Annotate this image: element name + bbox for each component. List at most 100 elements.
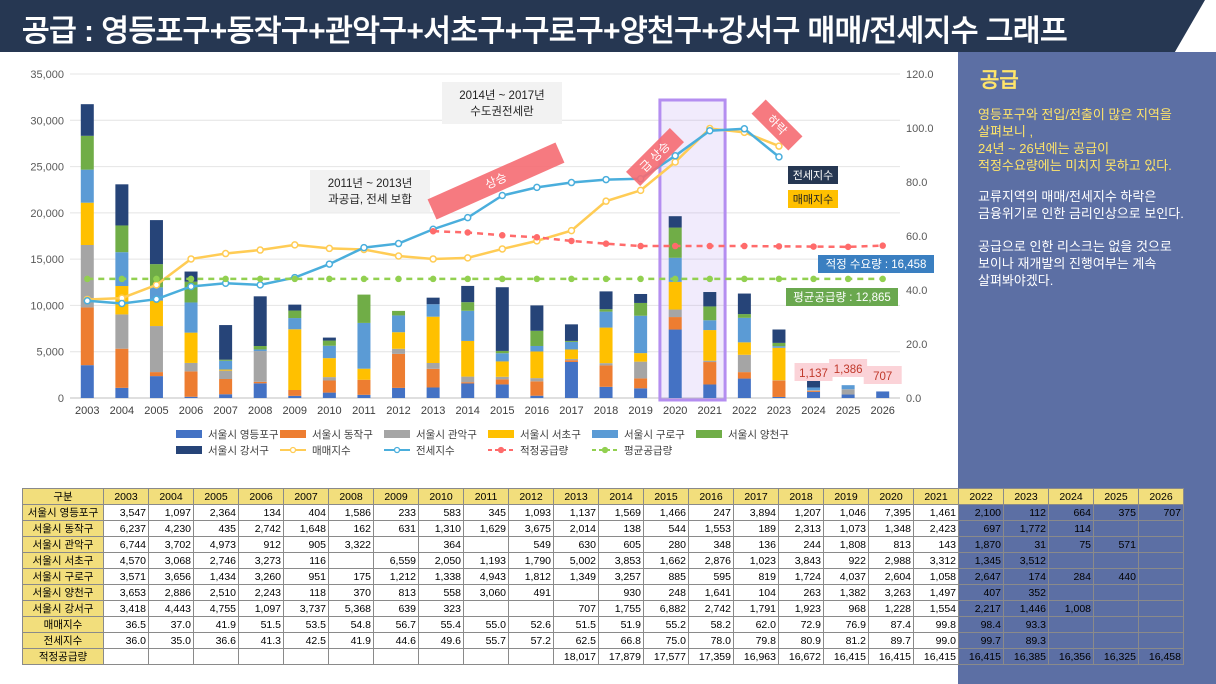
table-cell: 51.5 bbox=[238, 616, 284, 633]
table-cell: 440 bbox=[1093, 568, 1139, 585]
table-header-cell: 2026 bbox=[1138, 488, 1184, 505]
x-tick-label: 2025 bbox=[836, 405, 860, 417]
table-header-cell: 2023 bbox=[1003, 488, 1049, 505]
table-cell bbox=[1093, 632, 1139, 649]
bar-segment-gangseo bbox=[668, 216, 682, 228]
sidebar-heading: 공급 bbox=[980, 69, 1019, 92]
table-cell bbox=[508, 600, 554, 617]
table-cell: 1,586 bbox=[328, 504, 374, 521]
table-cell: 3,260 bbox=[238, 568, 284, 585]
table-cell: 491 bbox=[508, 584, 554, 601]
bar-segment-dongjak bbox=[599, 365, 613, 387]
label-supply_2024-text: 1,137 bbox=[799, 368, 828, 380]
bar-segment-yeongdeungpo bbox=[772, 396, 786, 398]
table-cell: 951 bbox=[283, 568, 329, 585]
bar-segment-yeongdeungpo bbox=[876, 391, 890, 398]
table-cell: 75 bbox=[1048, 536, 1094, 553]
bar-segment-gwanak bbox=[599, 363, 613, 366]
table-cell bbox=[1093, 552, 1139, 569]
table-cell: 3,894 bbox=[733, 504, 779, 521]
table-header-cell: 2016 bbox=[688, 488, 734, 505]
label-maemae: 매매지수 bbox=[788, 190, 838, 208]
table-cell: 1,097 bbox=[238, 600, 284, 617]
x-tick-label: 2019 bbox=[628, 405, 652, 417]
bar-segment-yeongdeungpo bbox=[599, 386, 613, 398]
table-cell: 571 bbox=[1093, 536, 1139, 553]
table-cell: 3,737 bbox=[283, 600, 329, 617]
bar-segment-dongjak bbox=[668, 317, 682, 330]
table-cell: 18,017 bbox=[553, 648, 599, 665]
bar-segment-yeongdeungpo bbox=[426, 387, 440, 398]
label-supply_2024: 1,137 bbox=[794, 363, 833, 381]
table-cell: 1,648 bbox=[283, 520, 329, 537]
point-maemae bbox=[636, 186, 645, 195]
table-cell: 118 bbox=[283, 584, 329, 601]
bar-segment-guro bbox=[115, 252, 129, 287]
table-cell: 2,742 bbox=[238, 520, 284, 537]
bar-segment-seocho bbox=[184, 332, 198, 363]
table-cell: 1,870 bbox=[958, 536, 1004, 553]
bar-segment-yeongdeungpo bbox=[807, 391, 821, 398]
bar-segment-dongjak bbox=[495, 379, 509, 385]
table-cell: 639 bbox=[373, 600, 419, 617]
bar-segment-gangseo bbox=[80, 104, 94, 136]
bar-segment-yeongdeungpo bbox=[495, 384, 509, 398]
sidebar-line: 살펴봐야겠다. bbox=[978, 273, 1054, 288]
table-cell: 17,359 bbox=[688, 648, 734, 665]
sidebar-line: 보이나 재개발의 진행여부는 계속 bbox=[978, 256, 1157, 271]
table-cell: 697 bbox=[958, 520, 1004, 537]
table-cell: 16,415 bbox=[958, 648, 1004, 665]
legend-label-gangseo: 서울시 강서구 bbox=[208, 445, 269, 457]
point-maemae bbox=[152, 281, 161, 289]
bar-segment-guro bbox=[288, 318, 302, 330]
table-cell: 2,313 bbox=[778, 520, 824, 537]
bar-segment-seocho bbox=[219, 369, 233, 371]
table-cell: 630 bbox=[553, 536, 599, 553]
bar-segment-seocho bbox=[392, 332, 406, 349]
table-cell: 16,385 bbox=[1003, 648, 1049, 665]
point-average bbox=[187, 275, 195, 283]
table-cell: 2,423 bbox=[913, 520, 959, 537]
table-cell: 3,653 bbox=[103, 584, 149, 601]
table-header-cell: 2012 bbox=[508, 488, 554, 505]
bar-segment-yeongdeungpo bbox=[253, 383, 267, 398]
point-maemae bbox=[325, 244, 334, 253]
bar-segment-guro bbox=[219, 360, 233, 370]
table-cell: 58.2 bbox=[688, 616, 734, 633]
bar-segment-seocho bbox=[668, 281, 682, 310]
bar-segment-gwanak bbox=[807, 390, 821, 391]
table-cell: 707 bbox=[1138, 504, 1184, 521]
legend-label-gwanak: 서울시 관악구 bbox=[416, 429, 477, 441]
table-cell: 1,791 bbox=[733, 600, 779, 617]
table-cell: 3,571 bbox=[103, 568, 149, 585]
table-cell: 244 bbox=[778, 536, 824, 553]
table-cell bbox=[373, 536, 419, 553]
data-table: 구분 2003 2004 2005 2006 2007 2008 2009 2010 2011 20… bbox=[22, 488, 1184, 665]
legend-item-jeonse: 전세지수 bbox=[384, 445, 455, 457]
table-cell: 55.2 bbox=[643, 616, 689, 633]
bar-segment-gangseo bbox=[253, 296, 267, 347]
point-proper bbox=[568, 237, 575, 245]
table-cell: 968 bbox=[823, 600, 869, 617]
table-cell: 2,510 bbox=[193, 584, 239, 601]
annotation-fall: 하락 bbox=[751, 99, 803, 151]
point-proper bbox=[706, 242, 714, 250]
point-proper bbox=[499, 232, 506, 239]
table-cell: 55.0 bbox=[463, 616, 509, 633]
table-cell: 31 bbox=[1003, 536, 1049, 553]
x-tick-label: 2017 bbox=[559, 405, 583, 417]
table-cell: 1,497 bbox=[913, 584, 959, 601]
bar-segment-guro bbox=[253, 349, 267, 352]
point-proper bbox=[533, 234, 541, 241]
point-proper bbox=[879, 242, 886, 249]
table-cell: 78.0 bbox=[688, 632, 734, 649]
point-jeonse bbox=[567, 178, 576, 187]
legend-label-jeonse: 전세지수 bbox=[416, 445, 455, 457]
table-row: 서울시 구로구 3,571 3,656 1,434 3,260 951 175 1,212 1,… bbox=[22, 568, 1184, 585]
table-cell: 375 bbox=[1093, 504, 1139, 521]
legend-label-average: 평균공급량 bbox=[624, 445, 673, 457]
table-cell: 3,843 bbox=[778, 552, 824, 569]
point-maemae bbox=[671, 158, 679, 166]
bar-segment-yeongdeungpo bbox=[149, 376, 163, 398]
bar-segment-dongjak bbox=[357, 379, 371, 395]
